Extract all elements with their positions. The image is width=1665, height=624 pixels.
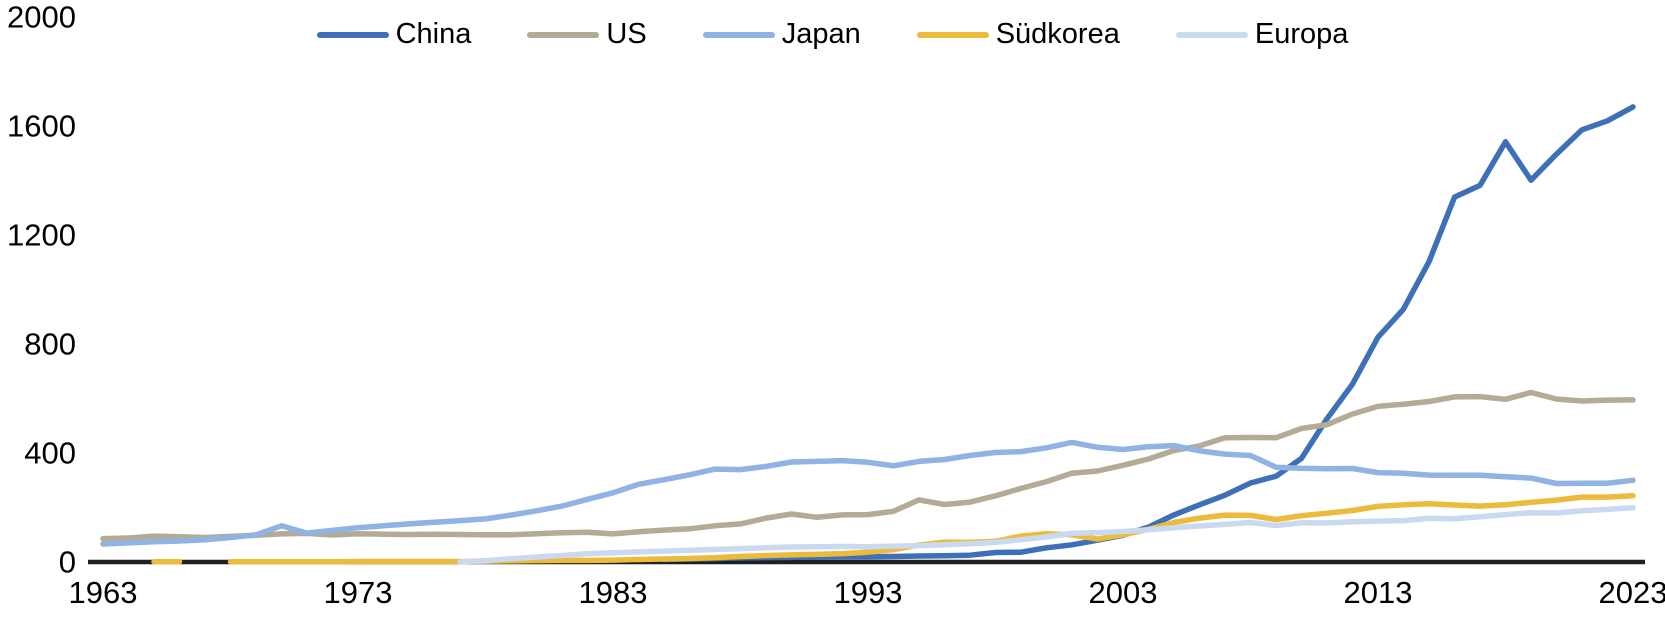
- legend-label-japan: Japan: [781, 18, 861, 50]
- x-axis-tick-label: 2003: [1089, 575, 1158, 610]
- series-line-suedkorea: [227, 493, 1636, 565]
- y-axis-tick-label: 0: [59, 545, 76, 580]
- japan-line-swatch: [702, 31, 775, 38]
- x-axis-tick-label: 2023: [1599, 575, 1665, 610]
- y-axis-tick-label: 1200: [7, 218, 76, 253]
- legend-label-us: US: [606, 18, 647, 50]
- x-axis-tick-label: 1973: [324, 575, 393, 610]
- legend-item-china: China: [316, 18, 472, 50]
- y-axis-tick-label: 800: [24, 327, 76, 362]
- suedkorea-line-swatch: [916, 31, 989, 38]
- series-line-japan: [100, 439, 1636, 547]
- europa-line-swatch: [1175, 31, 1248, 38]
- series-line-china: [661, 104, 1636, 563]
- y-axis-tick-label: 1600: [7, 109, 76, 144]
- legend-label-suedkorea: Südkorea: [995, 18, 1120, 50]
- china-line-swatch: [316, 31, 389, 38]
- legend-item-us: US: [527, 18, 647, 50]
- us-line-swatch: [527, 31, 600, 38]
- x-axis-tick-label: 1983: [579, 575, 648, 610]
- legend-label-china: China: [395, 18, 472, 50]
- x-axis-tick-label: 1963: [69, 575, 138, 610]
- legend-item-suedkorea: Südkorea: [916, 18, 1120, 50]
- series-line-europa: [457, 505, 1636, 565]
- legend-item-japan: Japan: [702, 18, 861, 50]
- y-axis-tick-label: 2000: [7, 0, 76, 35]
- legend-label-europa: Europa: [1254, 18, 1349, 50]
- legend-item-europa: Europa: [1175, 18, 1349, 50]
- series-line-us: [100, 389, 1636, 542]
- y-axis-tick-label: 400: [24, 436, 76, 471]
- x-axis-tick-label: 2013: [1344, 575, 1413, 610]
- chart-legend: China US Japan Südkorea Europa: [0, 20, 1665, 49]
- x-axis-tick-label: 1993: [834, 575, 903, 610]
